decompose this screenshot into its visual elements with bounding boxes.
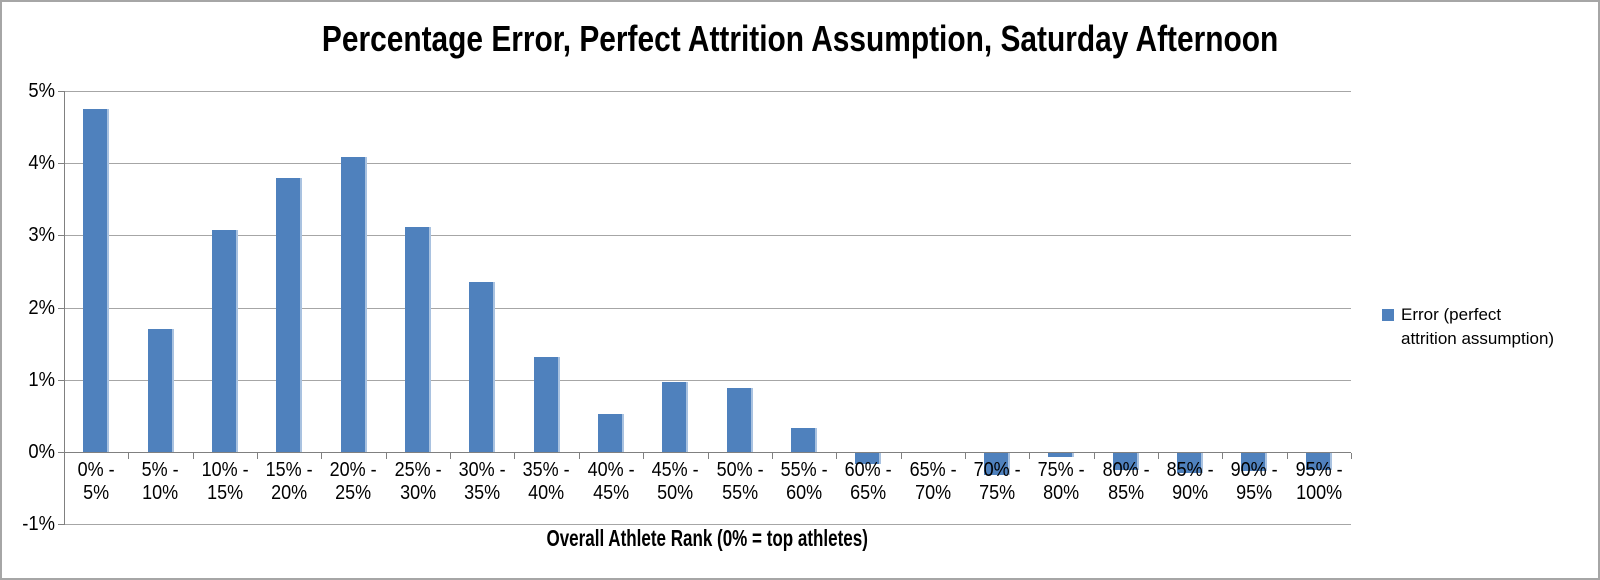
y-axis-tick-label: 0% bbox=[28, 440, 55, 463]
y-axis-line bbox=[64, 91, 65, 525]
x-axis-title: Overall Athlete Rank (0% = top athletes) bbox=[64, 525, 1351, 552]
x-axis-tick-label: 30% - 35% bbox=[458, 458, 506, 504]
x-axis-tick bbox=[643, 452, 645, 459]
y-axis-tick bbox=[58, 235, 64, 237]
legend-label: Error (perfect attrition assumption) bbox=[1401, 303, 1554, 351]
gridline bbox=[64, 163, 1351, 165]
x-axis-tick bbox=[1286, 452, 1288, 459]
gridline bbox=[64, 379, 1351, 381]
y-axis-tick-label: 2% bbox=[28, 296, 55, 319]
x-axis-tick-label: 0% - 5% bbox=[77, 458, 115, 504]
bar bbox=[276, 178, 303, 452]
bar bbox=[1177, 451, 1204, 474]
x-axis-tick-label: 15% - 20% bbox=[265, 458, 313, 504]
y-axis-tick bbox=[58, 524, 64, 525]
bar bbox=[1112, 451, 1139, 470]
gridline bbox=[64, 91, 1351, 92]
gridline bbox=[64, 524, 1351, 525]
y-axis-tick bbox=[58, 307, 64, 309]
bar bbox=[726, 388, 753, 452]
bar bbox=[1241, 451, 1268, 472]
chart-title: Percentage Error, Perfect Attrition Assu… bbox=[2, 18, 1598, 60]
x-axis-tick-label: 75% - 80% bbox=[1037, 458, 1085, 504]
bar bbox=[791, 428, 818, 452]
bar bbox=[83, 109, 110, 452]
x-axis-tick bbox=[1351, 452, 1352, 459]
gridline bbox=[64, 235, 1351, 237]
x-axis-tick-label: 55% - 60% bbox=[780, 458, 828, 504]
x-axis-tick-label: 65% - 70% bbox=[909, 458, 957, 504]
bar bbox=[662, 381, 689, 452]
y-axis-tick-label: 3% bbox=[28, 224, 55, 247]
x-axis-tick-label: 25% - 30% bbox=[394, 458, 442, 504]
x-axis-tick-label: 40% - 45% bbox=[587, 458, 635, 504]
bar bbox=[147, 329, 174, 452]
bar bbox=[984, 451, 1011, 475]
y-axis-tick bbox=[58, 379, 64, 381]
x-axis-tick bbox=[578, 452, 580, 459]
gridline bbox=[64, 307, 1351, 309]
x-axis-tick-label: 90% - 95% bbox=[1230, 458, 1278, 504]
legend: Error (perfect attrition assumption) bbox=[1382, 303, 1554, 351]
x-axis-tick bbox=[1222, 452, 1224, 459]
x-axis-tick bbox=[450, 452, 452, 459]
x-axis-tick bbox=[321, 452, 323, 459]
x-axis-tick-label: 5% - 10% bbox=[142, 458, 180, 504]
bar bbox=[533, 357, 560, 452]
x-axis-tick bbox=[771, 452, 773, 459]
x-axis-tick-label: 10% - 15% bbox=[201, 458, 249, 504]
y-axis-tick-label: -1% bbox=[22, 513, 55, 535]
bar bbox=[1048, 451, 1075, 457]
x-axis-tick-label: 95% - 100% bbox=[1295, 458, 1343, 504]
bar bbox=[855, 451, 882, 465]
x-axis-tick-label: 70% - 75% bbox=[973, 458, 1021, 504]
x-axis-tick bbox=[1093, 452, 1095, 459]
x-axis-tick bbox=[385, 452, 387, 459]
x-axis-tick bbox=[192, 452, 194, 459]
bar bbox=[340, 156, 367, 452]
y-axis-tick bbox=[58, 451, 64, 453]
x-axis-tick bbox=[257, 452, 259, 459]
bar bbox=[1305, 451, 1332, 470]
legend-label-line2: attrition assumption) bbox=[1401, 329, 1555, 348]
x-axis-tick bbox=[514, 452, 516, 459]
x-axis-tick bbox=[964, 452, 966, 459]
x-axis-tick-label: 85% - 90% bbox=[1166, 458, 1214, 504]
y-axis-tick-label: 5% bbox=[28, 80, 55, 102]
y-axis-tick-label: 1% bbox=[28, 368, 55, 391]
x-axis-tick-label: 35% - 40% bbox=[523, 458, 571, 504]
x-axis-tick-label: 60% - 65% bbox=[844, 458, 892, 504]
x-axis-tick bbox=[900, 452, 902, 459]
y-axis-tick bbox=[58, 91, 64, 92]
bar bbox=[211, 230, 238, 452]
x-axis-tick bbox=[836, 452, 838, 459]
legend-label-line1: Error (perfect bbox=[1401, 305, 1502, 324]
y-axis-tick-label: 4% bbox=[28, 152, 55, 175]
x-axis-tick bbox=[1029, 452, 1031, 459]
x-axis-tick bbox=[128, 452, 130, 459]
x-axis-tick-label: 20% - 25% bbox=[330, 458, 378, 504]
x-axis-title-text: Overall Athlete Rank (0% = top athletes) bbox=[546, 525, 869, 551]
x-axis-tick bbox=[1157, 452, 1159, 459]
x-axis-tick-label: 45% - 50% bbox=[651, 458, 699, 504]
bar bbox=[597, 414, 624, 452]
chart-title-text: Percentage Error, Perfect Attrition Assu… bbox=[321, 18, 1279, 59]
y-axis-tick bbox=[58, 163, 64, 165]
bar bbox=[404, 227, 431, 452]
x-axis-tick bbox=[707, 452, 709, 459]
x-axis-tick bbox=[64, 452, 65, 459]
x-axis-tick-label: 80% - 85% bbox=[1102, 458, 1150, 504]
x-axis-tick-label: 50% - 55% bbox=[716, 458, 764, 504]
x-axis-line bbox=[64, 451, 1351, 453]
legend-marker-square bbox=[1382, 309, 1394, 321]
bar bbox=[469, 282, 496, 452]
